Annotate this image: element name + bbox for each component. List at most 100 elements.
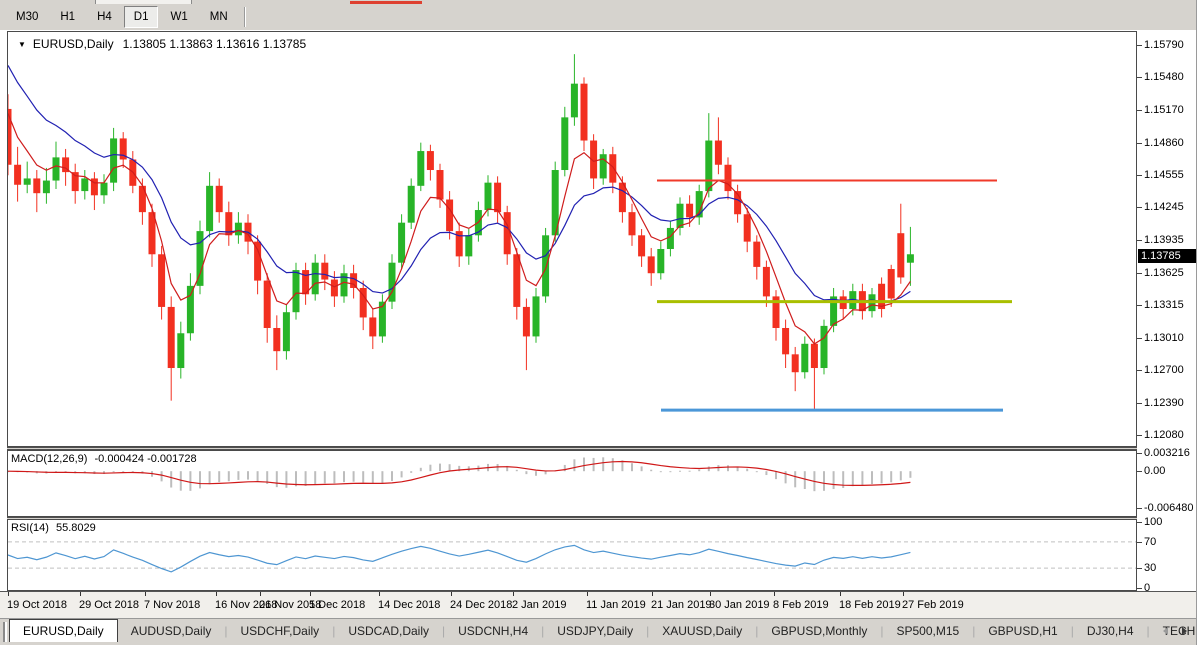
tab-tech100-h1[interactable]: TECH100,H1 — [1162, 623, 1196, 638]
macd-histogram-bar — [343, 471, 345, 483]
candle — [734, 191, 742, 215]
panel-splitter[interactable] — [7, 447, 1137, 450]
macd-histogram-bar — [429, 464, 432, 472]
macd-histogram-bar — [448, 464, 451, 472]
macd-histogram-bar — [179, 471, 182, 491]
tab-audusd-daily[interactable]: AUDUSD,Daily — [130, 623, 212, 638]
rsi-axis-label: 0 — [1144, 581, 1151, 594]
tab-usdcad-daily[interactable]: USDCAD,Daily — [348, 623, 429, 638]
price-tick — [1137, 142, 1142, 144]
candle — [282, 312, 290, 352]
macd-histogram-bar — [602, 457, 605, 472]
candle — [426, 151, 434, 171]
tab-usdchf-daily[interactable]: USDCHF,Daily — [240, 623, 320, 638]
tab-xauusd-daily[interactable]: XAUUSD,Daily — [662, 623, 743, 638]
timeframe-button-h1[interactable]: H1 — [60, 11, 76, 23]
candle — [494, 182, 502, 213]
macd-histogram-bar — [189, 471, 192, 491]
date-tick — [379, 592, 380, 596]
tab-usdjpy-daily[interactable]: USDJPY,Daily — [557, 623, 634, 638]
rsi-label: RSI(14) 55.8029 — [11, 522, 96, 534]
price-tick — [1137, 305, 1142, 307]
candle — [503, 212, 511, 255]
price-tick — [1137, 272, 1142, 274]
candle — [513, 254, 521, 307]
candle — [647, 256, 655, 274]
macd-histogram-bar — [304, 471, 307, 486]
candle — [666, 227, 674, 250]
candle — [42, 180, 50, 194]
macd-histogram-bar — [631, 463, 633, 472]
tab-dj30-h4[interactable]: DJ30,H4 — [1086, 623, 1134, 638]
macd-histogram-bar — [227, 471, 230, 482]
chart-dropdown-icon[interactable]: ▼ — [18, 40, 26, 49]
candle — [609, 154, 617, 183]
tab-eurusd-daily[interactable]: EURUSD,Daily — [9, 619, 118, 642]
macd-histogram-bar — [736, 466, 739, 472]
macd-histogram-bar — [275, 471, 278, 488]
macd-histogram-bar — [563, 464, 566, 472]
date-axis-label: 21 Jan 2019 — [651, 599, 712, 611]
date-axis-label: 11 Jan 2019 — [586, 599, 646, 611]
price-axis-label: 1.13935 — [1144, 234, 1184, 247]
chart-ohlc-values: 1.13805 1.13863 1.13616 1.13785 — [122, 37, 307, 51]
rsi-panel-canvas[interactable] — [7, 519, 1137, 591]
macd-histogram-bar — [909, 471, 912, 478]
macd-histogram-bar — [400, 471, 403, 478]
candle — [465, 235, 473, 257]
date-axis-label: 24 Dec 2018 — [450, 599, 513, 611]
tab-scroll-right-icon[interactable] — [1182, 627, 1187, 635]
timeframe-button-h4[interactable]: H4 — [97, 11, 112, 23]
candle — [705, 140, 713, 192]
tab-scroll-arrows — [1163, 619, 1187, 643]
tab-usdcnh-h4[interactable]: USDCNH,H4 — [458, 623, 529, 638]
price-tick — [1137, 370, 1142, 372]
tab-scroll-left-icon[interactable] — [1163, 627, 1168, 635]
candle — [292, 270, 300, 313]
candle — [359, 287, 367, 318]
tab-list: EURUSD,Daily AUDUSD,Daily | USDCHF,Daily | US… — [9, 619, 1196, 642]
date-tick — [310, 592, 311, 596]
candle — [455, 231, 463, 257]
timeframe-button-w1[interactable]: W1 — [170, 11, 188, 23]
macd-histogram-bar — [131, 471, 134, 473]
macd-name: MACD(12,26,9) — [11, 453, 88, 465]
rsi-axis-label: 100 — [1144, 516, 1163, 529]
macd-histogram-bar — [765, 471, 768, 476]
candle — [762, 266, 770, 297]
macd-axis-tick — [1137, 452, 1142, 454]
macd-histogram-bar — [775, 471, 777, 480]
macd-histogram-bar — [285, 471, 288, 488]
macd-label: MACD(12,26,9) -0.000424 -0.001728 — [11, 453, 197, 465]
tab-drag-handle[interactable] — [3, 622, 7, 642]
candle — [791, 354, 799, 373]
macd-values: -0.000424 -0.001728 — [94, 453, 197, 465]
tab-gbpusd-h1[interactable]: GBPUSD,H1 — [988, 623, 1058, 638]
candle — [225, 212, 233, 236]
macd-histogram-bar — [391, 471, 393, 482]
candle — [388, 262, 396, 302]
timeframe-button-d1[interactable]: D1 — [123, 6, 159, 28]
date-axis[interactable]: 19 Oct 2018 29 Oct 2018 7 Nov 2018 16 Nov 2… — [0, 591, 1196, 618]
candle — [753, 241, 761, 267]
ma-slow-blue — [7, 65, 911, 302]
tab-gbpusd-monthly[interactable]: GBPUSD,Monthly — [771, 623, 868, 638]
panel-splitter[interactable] — [7, 517, 1137, 519]
timeframe-button-mn[interactable]: MN — [209, 11, 228, 23]
macd-panel-canvas[interactable] — [7, 450, 1137, 517]
candle — [810, 343, 818, 369]
candle — [801, 343, 809, 373]
date-tick — [260, 592, 261, 596]
candle — [436, 170, 444, 200]
upper-toolbar-sliver — [0, 0, 1196, 4]
main-chart-canvas[interactable] — [7, 31, 1137, 447]
tab-sp500-m15[interactable]: SP500,M15 — [896, 623, 960, 638]
candle — [234, 222, 242, 236]
macd-histogram-bar — [794, 471, 797, 488]
timeframe-button-m30[interactable]: M30 — [16, 11, 39, 23]
candle — [167, 306, 175, 369]
candle — [551, 170, 559, 236]
candle — [628, 212, 636, 236]
candle — [878, 283, 886, 310]
price-tick — [1137, 207, 1142, 209]
